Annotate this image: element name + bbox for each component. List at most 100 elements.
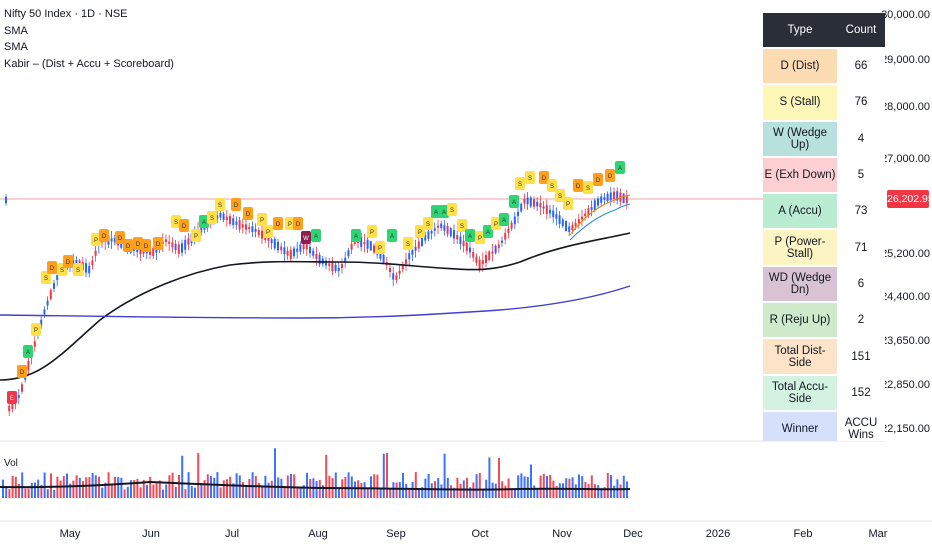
time-axis[interactable]: May Jun Jul Aug Sep Oct Nov Dec 2026 Feb Mar [60,528,888,540]
volume-bar [178,474,180,498]
volume-bar [98,476,100,498]
candle-body [305,244,308,250]
volume-bar [126,486,129,498]
candle-body [200,225,203,233]
signal-label-w: W [301,231,311,244]
sma-legend-1[interactable]: SMA [4,24,28,37]
svg-text:S: S [586,186,590,192]
volume-bar [459,483,462,498]
svg-text:P: P [194,234,198,240]
volume-bar [165,484,168,498]
candle-body [341,264,343,268]
signal-label-s: S [447,203,457,216]
candle-body [17,395,20,398]
candle-body [280,246,283,251]
scoreboard-row: P (Power-Stall) 71 [763,229,885,267]
candle-body [72,260,75,266]
signal-label-d: D [133,237,143,250]
candle-body [446,225,449,235]
volume-bar [88,477,91,498]
time-axis-label: Oct [471,528,488,540]
volume-bar [578,474,580,498]
candle-body [235,221,238,225]
candle-body [478,259,481,270]
svg-text:D: D [144,244,149,250]
volume-bar [520,473,523,498]
candle-body [549,209,551,214]
candle-body [577,219,580,224]
candle-body [187,238,190,245]
price-axis-label: 27,000.00 [881,153,930,165]
volume-bar [440,484,443,498]
volume-bar [200,482,203,498]
candlestick-series [5,187,628,417]
volume-bar [370,476,372,498]
volume-bar [104,482,107,498]
volume-bar [94,475,97,498]
scoreboard-row: WD (Wedge Dn) 6 [763,265,885,304]
candle-body [222,213,225,220]
candle-body [507,228,510,234]
symbol-title[interactable]: Nifty 50 Index · 1D · NSE [4,8,128,20]
volume-bar [325,454,328,498]
volume-bar [245,485,248,498]
volume-bar [21,472,24,498]
candle-body [398,270,401,274]
price-axis[interactable]: 30,000.00 29,000.00 28,000.00 27,000.00 25,2… [881,9,930,435]
svg-text:S: S [174,220,178,226]
volume-bar [155,482,158,498]
volume-bar [478,472,481,498]
volume-bar [622,475,625,498]
volume-bar [536,489,539,498]
candle-body [296,248,299,252]
volume-bar [197,453,200,498]
volume-bar [315,481,318,498]
svg-text:D: D [608,174,613,180]
signal-label-d: D [123,239,133,252]
scoreboard-row: S (Stall) 76 [763,84,885,122]
volume-bar [338,487,340,498]
volume-bar [475,474,478,498]
volume-legend[interactable]: Vol [4,458,18,469]
volume-bar [539,475,542,498]
candle-body [337,267,340,272]
volume-bar [302,485,305,498]
svg-text:A: A [486,230,490,236]
volume-bar [187,472,190,498]
signal-label-d: D [141,239,151,252]
candle-body [11,399,14,410]
scoreboard-row: Total Accu-Side 152 [763,374,885,412]
indicator-legend[interactable]: Kabir – (Dist + Accu + Scoreboard) [4,57,174,70]
volume-bar [581,476,584,498]
candle-body [392,273,395,280]
volume-bar [162,489,164,498]
candle-body [414,246,417,251]
signal-label-p: P [191,229,201,242]
volume-bar [606,473,609,498]
scoreboard-type-cell: E (Exh Down) [763,156,837,195]
band-upper-line [569,194,631,236]
candle-body [449,228,452,237]
candle-body [257,229,260,236]
volume-bar [405,483,408,498]
signal-label-a: A [199,215,209,228]
svg-text:D: D [246,212,251,218]
candle-body [139,249,142,255]
candle-body [289,249,292,260]
signal-label-e: E [7,391,17,404]
svg-text:S: S [218,203,222,209]
volume-bar [206,474,209,498]
sma-legend-2[interactable]: SMA [4,41,28,53]
candle-body [149,249,151,255]
candle-body [513,216,516,225]
candle-body [56,274,59,281]
candle-body [232,218,235,225]
svg-text:D: D [20,370,25,376]
moving-averages [0,194,631,381]
candle-body [590,207,593,210]
signal-label-s: S [457,219,467,232]
volume-bar [85,477,88,498]
candle-body [110,238,113,242]
volume-bar [270,480,273,498]
